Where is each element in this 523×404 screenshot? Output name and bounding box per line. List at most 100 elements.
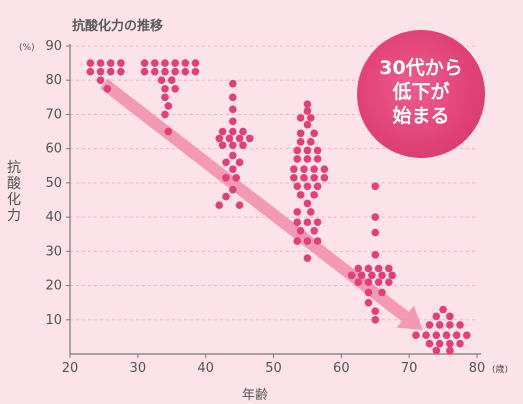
data-point [320, 173, 329, 182]
data-point [313, 237, 322, 245]
data-point [354, 264, 363, 273]
data-point [300, 165, 308, 173]
data-point [463, 331, 471, 339]
data-point [425, 321, 434, 329]
data-point [422, 331, 430, 339]
data-point [303, 237, 312, 245]
data-point [229, 165, 237, 173]
data-point [313, 218, 322, 227]
data-point [310, 227, 319, 235]
annotation-badge: 30代から低下が始まる [357, 30, 485, 158]
data-point [456, 321, 464, 329]
data-point [157, 76, 166, 85]
x-tick-label-20: 20 [62, 361, 79, 376]
data-point [364, 288, 373, 297]
data-point [364, 264, 373, 273]
data-point [320, 165, 329, 173]
data-point [222, 158, 230, 167]
data-point [290, 173, 298, 182]
data-point [300, 173, 308, 182]
data-point [310, 129, 319, 138]
data-point [167, 76, 176, 85]
data-point [161, 59, 169, 67]
data-point [245, 134, 254, 143]
y-axis-label-char: 抗 [7, 160, 21, 176]
y-tick-label-80: 80 [45, 73, 62, 88]
data-point [106, 67, 115, 76]
data-point [296, 191, 305, 199]
data-point [150, 59, 159, 67]
data-point [222, 192, 230, 201]
data-point [218, 127, 227, 136]
x-axis-label: 年齢 [242, 388, 268, 403]
data-point [293, 146, 302, 155]
y-tick-labels: 10 20 30 40 50 60 70 80 90 [45, 39, 62, 328]
y-tick-label-30: 30 [45, 244, 62, 259]
data-point [371, 315, 380, 324]
data-point [303, 107, 312, 115]
data-point [293, 237, 302, 245]
data-point [378, 271, 386, 280]
data-point [371, 228, 380, 237]
data-point [290, 165, 298, 173]
y-tick-label-50: 50 [45, 176, 62, 191]
data-point [229, 185, 237, 194]
data-point [368, 271, 376, 280]
data-point [229, 79, 237, 88]
data-point [296, 114, 305, 122]
data-point [303, 218, 312, 227]
data-point [164, 127, 173, 136]
data-point [215, 134, 224, 143]
data-point [103, 84, 112, 93]
data-point [86, 67, 95, 76]
data-point [456, 339, 464, 348]
data-point [313, 155, 322, 163]
x-tick-label-50: 50 [265, 361, 282, 376]
data-point [296, 227, 305, 235]
x-tick-label-80: 80 [469, 361, 486, 376]
data-point [354, 278, 363, 286]
data-point [364, 278, 373, 286]
data-points [86, 59, 471, 355]
data-point [232, 173, 240, 182]
data-point [293, 182, 302, 191]
x-tick-label-40: 40 [197, 361, 214, 376]
data-point [229, 105, 237, 114]
data-point [371, 182, 380, 191]
y-unit-label: (%) [19, 43, 35, 53]
data-point [357, 271, 366, 280]
data-point [307, 138, 315, 146]
data-point [96, 59, 105, 67]
svg-text:30代から低下が始まる: 30代から低下が始まる [379, 57, 462, 127]
data-point [235, 134, 244, 143]
data-point [161, 110, 169, 119]
data-point [229, 151, 237, 160]
data-point [303, 199, 312, 208]
data-point [452, 331, 461, 339]
data-point [150, 67, 159, 76]
data-point [371, 250, 380, 259]
data-point [171, 59, 179, 67]
data-point [293, 155, 302, 163]
data-point [435, 321, 444, 329]
data-point [117, 67, 125, 76]
data-point [229, 117, 237, 126]
data-point [385, 264, 393, 273]
trend-arrow-body [100, 78, 423, 331]
data-point [140, 67, 149, 76]
data-point [442, 331, 451, 339]
data-point [307, 114, 315, 122]
data-point [96, 67, 105, 76]
data-point [296, 138, 305, 146]
data-point [371, 307, 380, 316]
y-tick-label-70: 70 [45, 107, 62, 122]
data-point [374, 264, 383, 273]
annotation-line: 始まる [392, 104, 449, 127]
data-point [313, 146, 322, 155]
x-unit-label: (歳) [492, 363, 508, 375]
data-point [239, 141, 247, 150]
x-tick-label-30: 30 [130, 361, 147, 376]
data-point [96, 76, 105, 85]
data-point [385, 278, 393, 286]
